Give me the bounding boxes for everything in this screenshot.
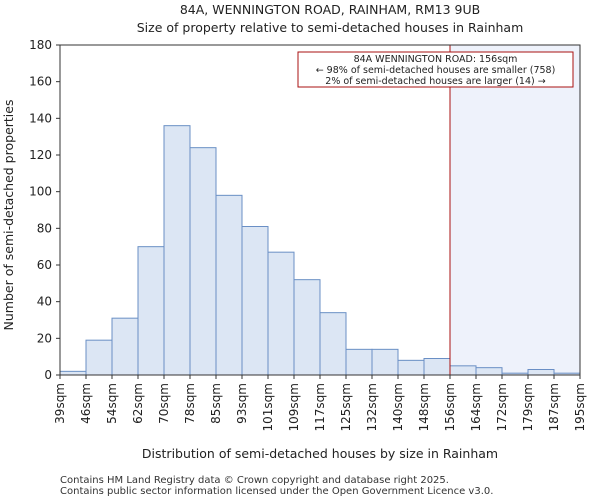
x-tick-label: 187sqm bbox=[547, 383, 561, 431]
footer-line-2: Contains public sector information licen… bbox=[60, 486, 493, 497]
x-tick-label: 179sqm bbox=[521, 383, 535, 431]
bar bbox=[163, 125, 191, 376]
chart-title: 84A, WENNINGTON ROAD, RAINHAM, RM13 9UB bbox=[180, 2, 480, 17]
x-tick-label: 101sqm bbox=[261, 383, 275, 431]
bar bbox=[189, 147, 217, 376]
y-tick-label: 40 bbox=[37, 295, 52, 309]
x-tick-label: 117sqm bbox=[313, 383, 327, 431]
bar bbox=[241, 226, 269, 376]
bar bbox=[397, 359, 425, 376]
y-tick-label: 100 bbox=[29, 185, 52, 199]
bar bbox=[423, 358, 451, 376]
x-tick-label: 54sqm bbox=[105, 383, 119, 424]
x-tick-label: 62sqm bbox=[131, 383, 145, 424]
x-tick-label: 39sqm bbox=[53, 383, 67, 424]
plot-area: 0 20 40 60 80 100 120 140 160 180 39sqm 46sqm 54sqm 6… bbox=[29, 38, 587, 431]
y-tick-label: 140 bbox=[29, 111, 52, 125]
bar bbox=[371, 348, 399, 376]
x-tick-label: 140sqm bbox=[391, 383, 405, 431]
y-tick-label: 120 bbox=[29, 148, 52, 162]
y-tick-label: 20 bbox=[37, 331, 52, 345]
x-tick-label: 93sqm bbox=[235, 383, 249, 424]
x-tick-label: 172sqm bbox=[495, 383, 509, 431]
y-tick-label: 160 bbox=[29, 75, 52, 89]
x-axis-label: Distribution of semi-detached houses by … bbox=[142, 446, 498, 461]
bar bbox=[293, 279, 321, 376]
x-tick-label: 70sqm bbox=[157, 383, 171, 424]
y-tick-label: 80 bbox=[37, 221, 52, 235]
y-tick-label: 180 bbox=[29, 38, 52, 52]
bar bbox=[85, 339, 113, 376]
x-tick-label: 195sqm bbox=[573, 383, 587, 431]
bar bbox=[449, 365, 477, 376]
bar bbox=[137, 246, 165, 376]
chart-subtitle: Size of property relative to semi-detach… bbox=[137, 20, 524, 35]
bar bbox=[475, 367, 503, 376]
x-tick-label: 78sqm bbox=[183, 383, 197, 424]
bar bbox=[267, 251, 295, 376]
x-tick-label: 164sqm bbox=[469, 383, 483, 431]
annotation-line-1: 84A WENNINGTON ROAD: 156sqm bbox=[354, 54, 518, 65]
annotation-box bbox=[297, 51, 574, 88]
annotation-line-3: 2% of semi-detached houses are larger (1… bbox=[325, 76, 545, 87]
x-tick-label: 46sqm bbox=[79, 383, 93, 424]
x-tick-label: 132sqm bbox=[365, 383, 379, 431]
y-tick-label: 60 bbox=[37, 258, 52, 272]
bar bbox=[319, 312, 347, 376]
footer-line-1: Contains HM Land Registry data © Crown c… bbox=[60, 475, 449, 486]
bar bbox=[345, 348, 373, 376]
bar bbox=[59, 370, 87, 376]
x-tick-label: 109sqm bbox=[287, 383, 301, 431]
bar bbox=[111, 317, 139, 376]
x-tick-label: 85sqm bbox=[209, 383, 223, 424]
y-axis-label: Number of semi-detached properties bbox=[1, 100, 16, 331]
x-tick-label: 148sqm bbox=[417, 383, 431, 431]
x-tick-label: 125sqm bbox=[339, 383, 353, 431]
bar bbox=[215, 194, 243, 376]
highlight-region bbox=[450, 45, 580, 375]
bar bbox=[527, 369, 555, 376]
x-tick-label: 156sqm bbox=[443, 383, 457, 431]
annotation-line-2: ← 98% of semi-detached houses are smalle… bbox=[316, 65, 556, 76]
y-tick-label: 0 bbox=[44, 368, 52, 382]
